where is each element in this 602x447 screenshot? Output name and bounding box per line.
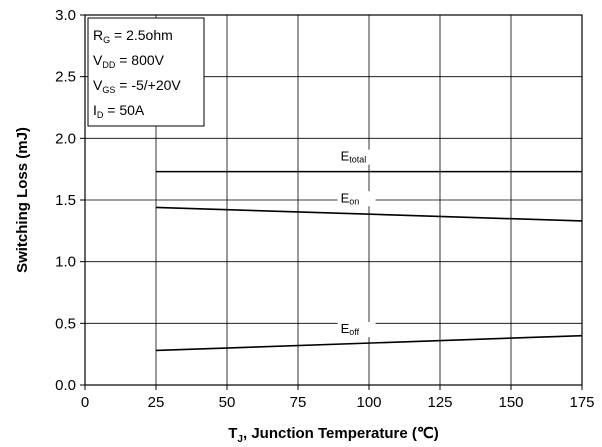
series-label-bg xyxy=(337,149,376,165)
axis-ticks: 0 25 50 75 100 125 150 175 0.0 0.5 1.0 1.5 2.0 2.5 3.0 xyxy=(55,7,594,411)
y-tick-label: 1.5 xyxy=(55,192,76,209)
series-label-Eoff: Eoff xyxy=(341,321,360,337)
condition-line: VDD = 800V xyxy=(93,52,165,70)
series-line-Eoff xyxy=(155,334,583,352)
x-tick-label: 125 xyxy=(427,394,452,411)
series-labels: Etotal Eon Eoff xyxy=(337,149,376,338)
y-tick-label: 3.0 xyxy=(55,7,76,24)
x-tick-label: 75 xyxy=(290,394,307,411)
condition-line: RG = 2.5ohm xyxy=(93,27,173,45)
x-axis-title: TJ, Junction Temperature (℃) xyxy=(228,425,439,445)
condition-line: VGS = -5/+20V xyxy=(93,77,181,95)
series-lines xyxy=(155,170,583,352)
x-axis-title-rest: , Junction Temperature (℃) xyxy=(243,425,439,442)
y-tick-label: 2.0 xyxy=(55,130,76,147)
x-axis-title-main: T xyxy=(228,425,237,442)
x-tick-label: 25 xyxy=(148,394,165,411)
x-tick-label: 50 xyxy=(219,394,236,411)
series-label-Eon: Eon xyxy=(341,190,360,206)
y-tick-label: 2.5 xyxy=(55,69,76,86)
x-tick-label: 0 xyxy=(81,394,89,411)
x-tick-label: 175 xyxy=(569,394,594,411)
y-tick-label: 0.5 xyxy=(55,315,76,332)
series-label-Etotal: Etotal xyxy=(341,149,367,165)
condition-line: ID = 50A xyxy=(93,102,145,120)
series-label-bg xyxy=(337,191,376,207)
x-tick-label: 150 xyxy=(498,394,523,411)
y-tick-label: 0.0 xyxy=(55,377,76,394)
x-axis-title-sub: J xyxy=(237,434,243,445)
conditions-box-frame xyxy=(87,17,205,127)
series-label-bg xyxy=(337,322,376,338)
conditions-box: RG = 2.5ohm VDD = 800V VGS = -5/+20V ID = 5… xyxy=(87,17,205,127)
y-axis-title: Switching Loss (mJ) xyxy=(14,127,31,273)
series-line-Eon xyxy=(155,206,583,222)
x-tick-label: 100 xyxy=(356,394,381,411)
y-tick-label: 1.0 xyxy=(55,254,76,271)
